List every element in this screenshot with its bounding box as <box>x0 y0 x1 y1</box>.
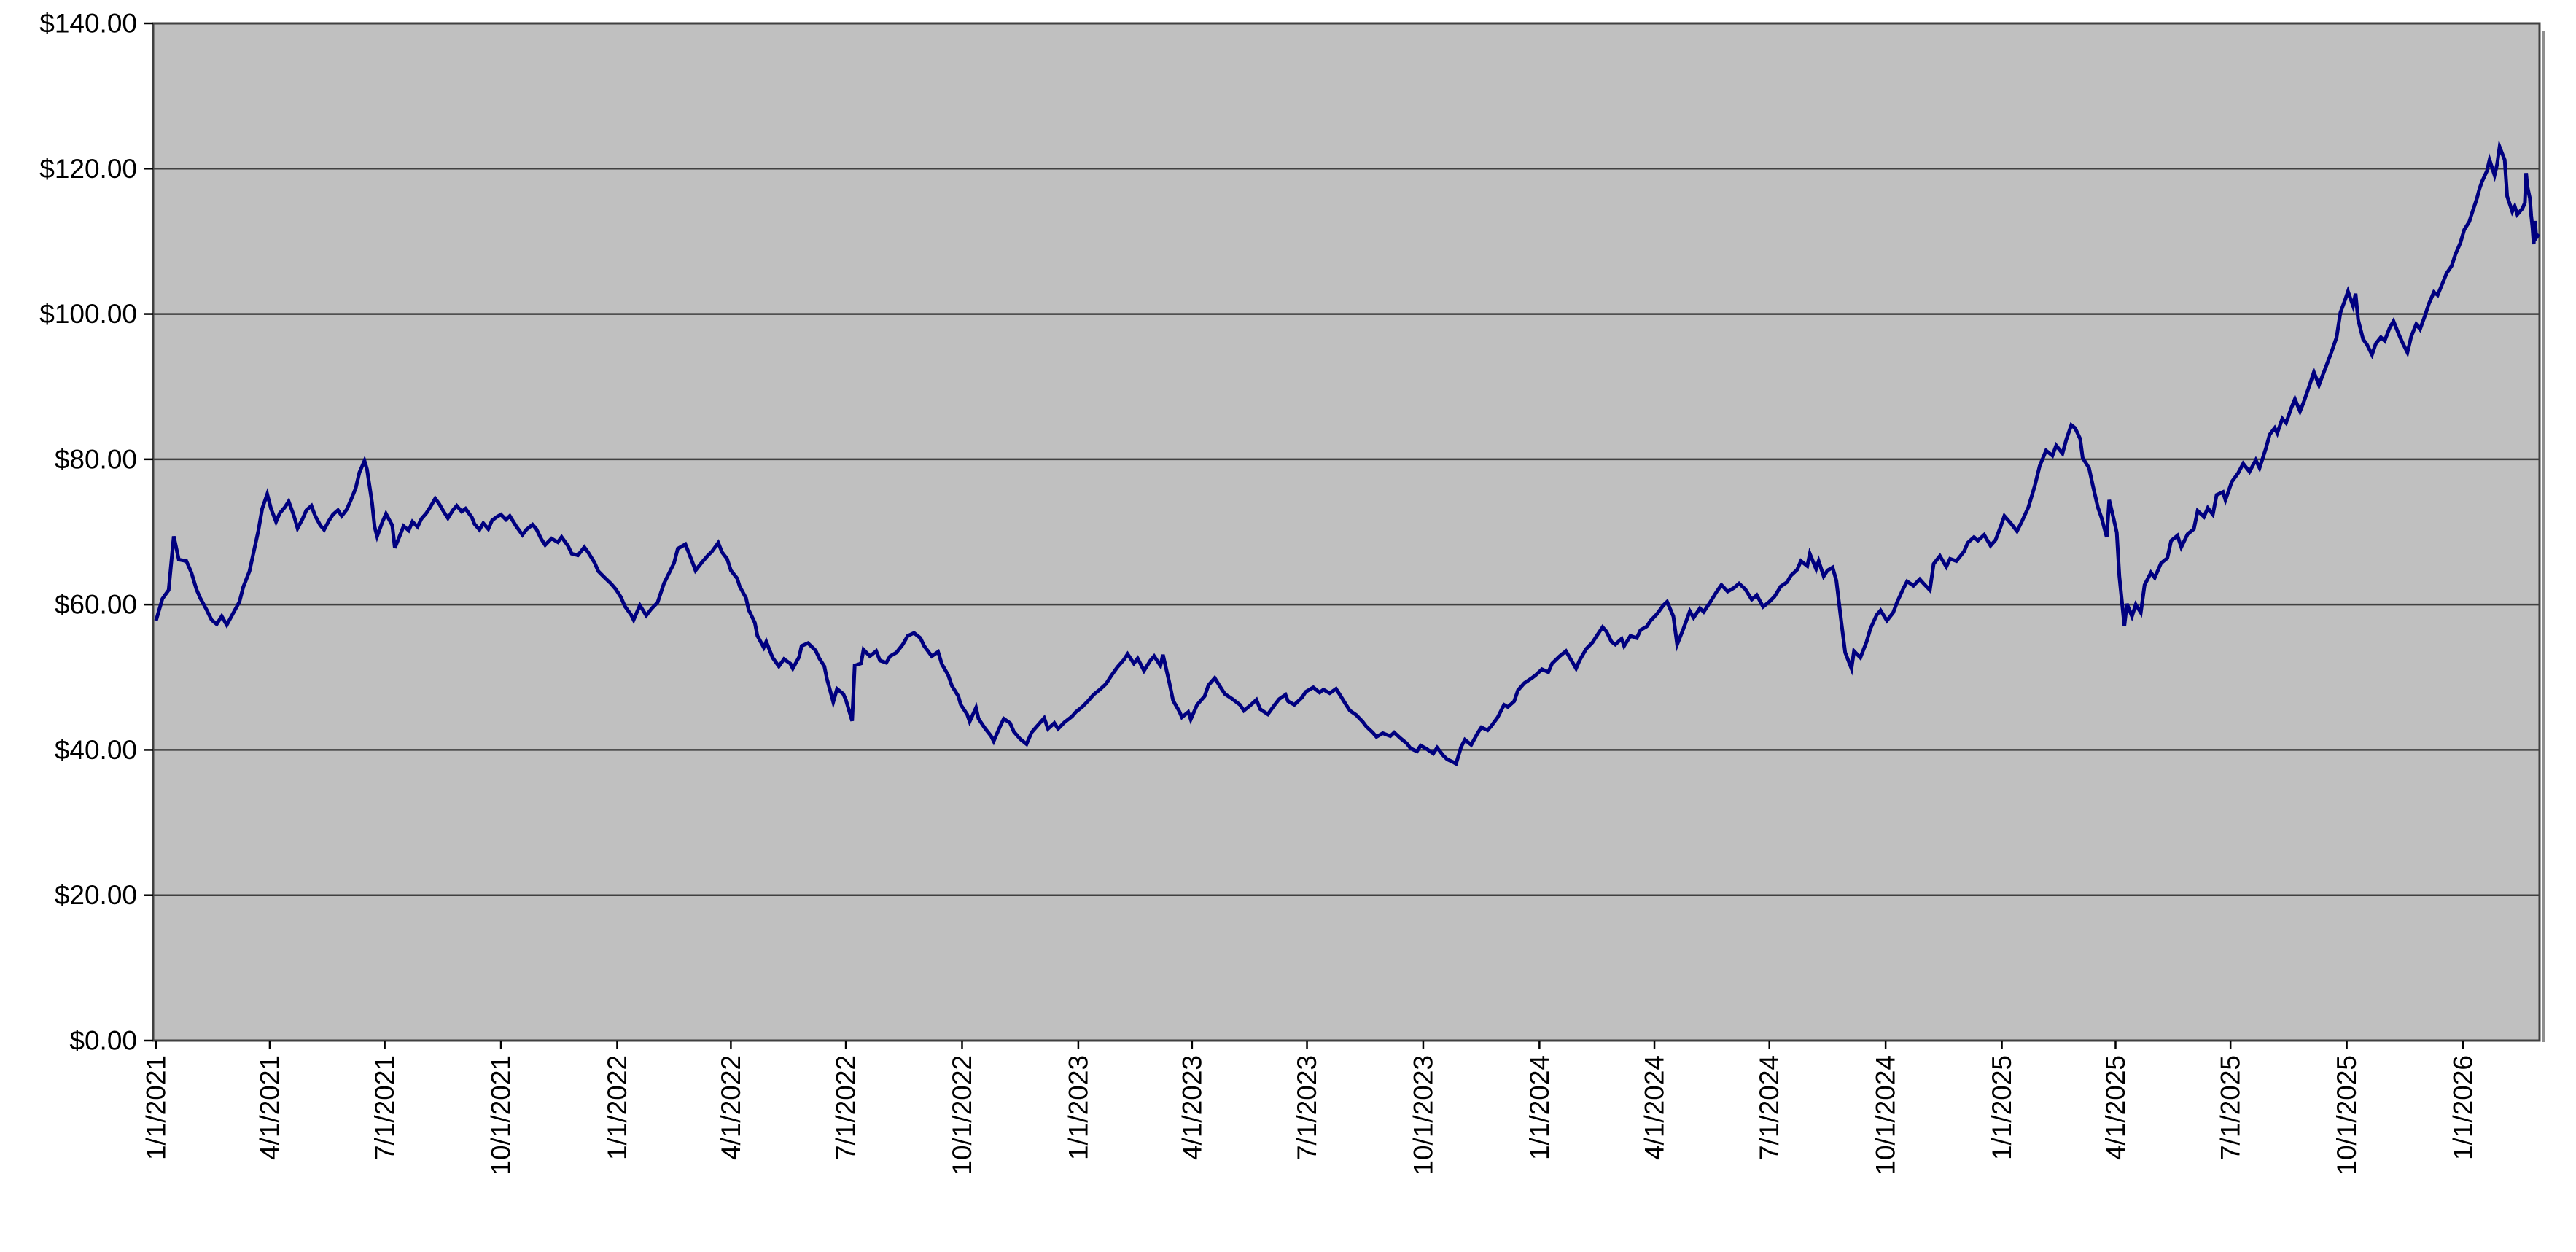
x-axis-labels: 1/1/2021 4/1/2021 7/1/2021 10/1/2021 1/1/202… <box>141 1055 2478 1175</box>
x-axis-tick-label: 1/1/2026 <box>2448 1055 2478 1160</box>
x-axis-tick-label: 10/1/2022 <box>947 1055 977 1175</box>
y-axis-tick-label: $0.00 <box>69 1026 137 1056</box>
x-axis-tick-label: 4/1/2025 <box>2101 1055 2131 1160</box>
plot-border-rect <box>152 22 2541 1042</box>
y-axis-tick-label: $100.00 <box>39 299 137 329</box>
price-line <box>154 139 2541 767</box>
x-axis-tick-label: 10/1/2024 <box>1871 1055 1901 1175</box>
plot-area <box>153 23 2540 1041</box>
plot-border <box>152 22 2541 1042</box>
y-axis-tick-label: $60.00 <box>55 590 137 620</box>
y-axis-tick-label: $120.00 <box>39 154 137 184</box>
x-axis-tick-label: 1/1/2021 <box>141 1055 171 1160</box>
x-axis-tick-label: 4/1/2022 <box>716 1055 746 1160</box>
x-axis-tick-label: 7/1/2021 <box>370 1055 400 1160</box>
x-axis-tick-label: 4/1/2024 <box>1640 1055 1670 1160</box>
y-axis-tick-label: $80.00 <box>55 444 137 474</box>
y-axis-labels: $0.00 $20.00 $40.00 $60.00 $80.00 $100.00 $120… <box>39 9 137 1056</box>
price-series <box>154 139 2541 767</box>
x-axis-tick-label: 1/1/2024 <box>1525 1055 1554 1160</box>
x-axis-tick-label: 1/1/2022 <box>602 1055 632 1160</box>
x-axis-tick-label: 10/1/2023 <box>1408 1055 1438 1175</box>
axis-tick-marks <box>144 22 2464 1049</box>
x-axis-tick-label: 4/1/2023 <box>1177 1055 1207 1160</box>
x-axis-tick-label: 7/1/2025 <box>2216 1055 2246 1160</box>
y-axis-tick-label: $40.00 <box>55 735 137 765</box>
x-axis-tick-label: 4/1/2021 <box>254 1055 284 1160</box>
x-axis-tick-label: 10/1/2021 <box>486 1055 516 1175</box>
x-axis-tick-label: 7/1/2022 <box>831 1055 861 1160</box>
x-axis-tick-label: 10/1/2025 <box>2332 1055 2362 1175</box>
plot-area-background <box>153 23 2540 1041</box>
y-axis-tick-label: $140.00 <box>39 9 137 39</box>
x-axis-tick-label: 7/1/2023 <box>1292 1055 1322 1160</box>
x-axis-tick-label: 7/1/2024 <box>1754 1055 1784 1160</box>
y-axis-tick-label: $20.00 <box>55 880 137 910</box>
x-axis-tick-label: 1/1/2023 <box>1063 1055 1093 1160</box>
x-axis-tick-label: 1/1/2025 <box>1987 1055 2017 1160</box>
